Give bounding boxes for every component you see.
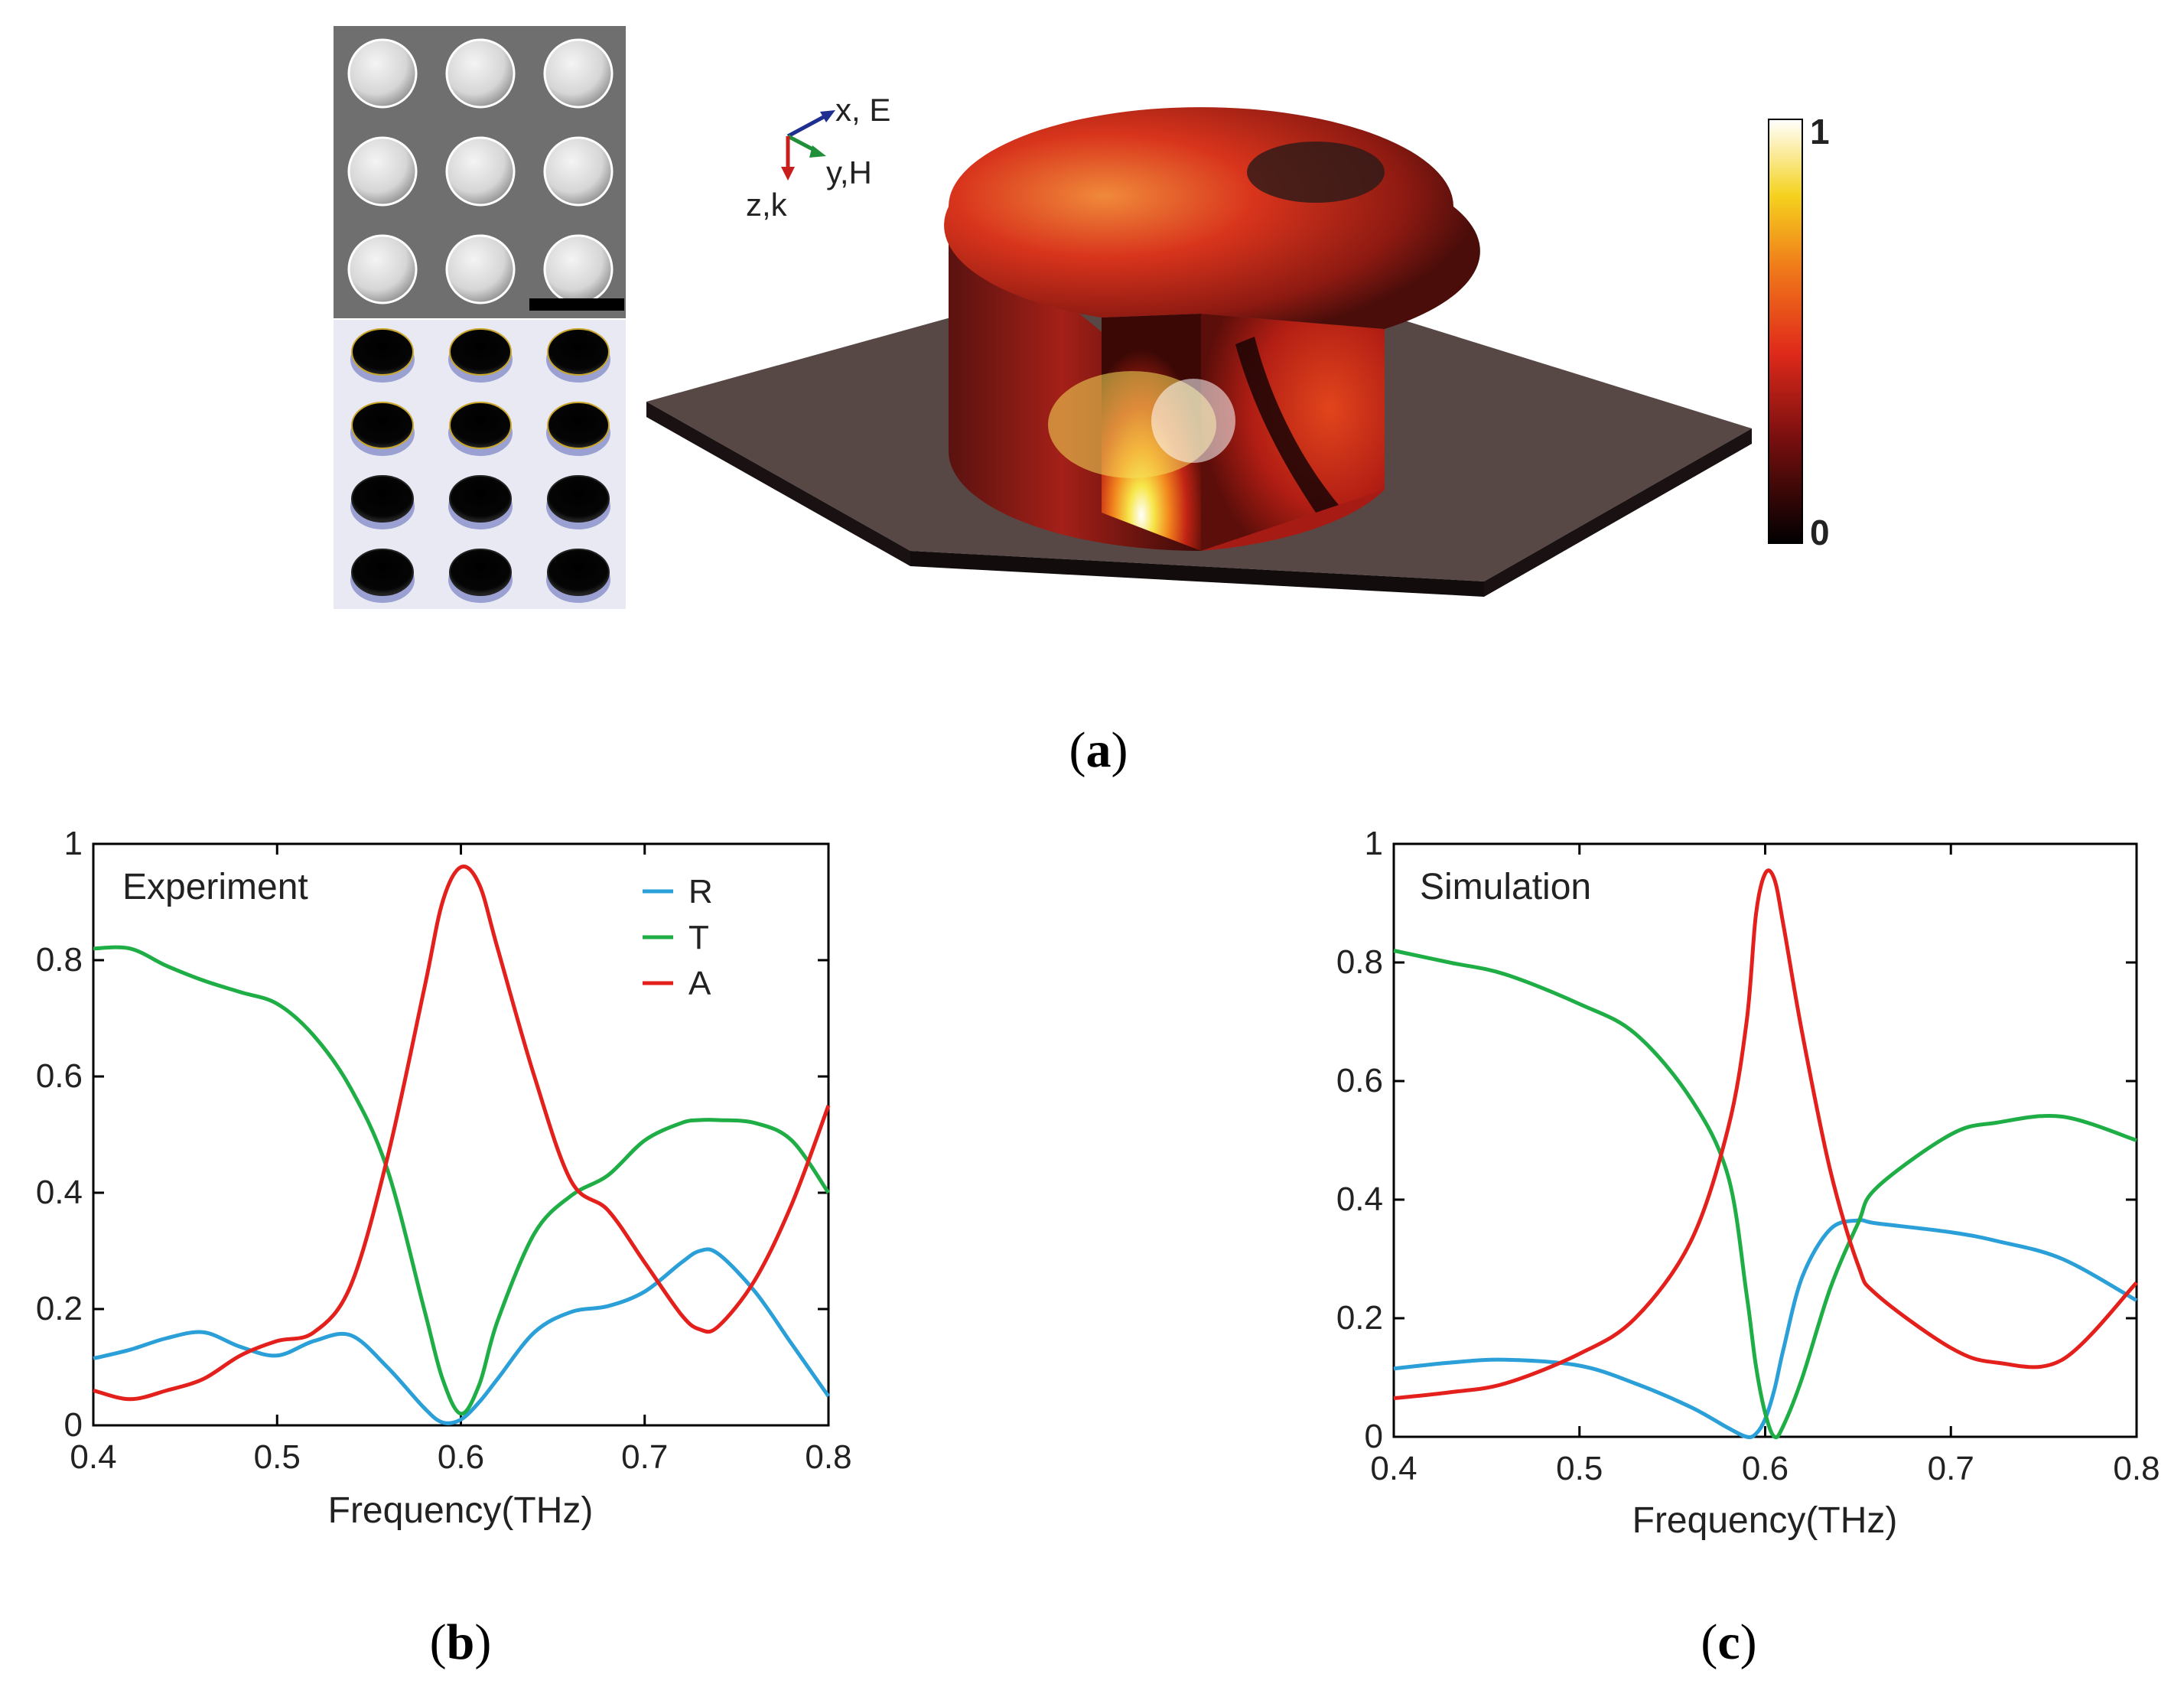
colorbar-max-label: 1 [1810,112,1830,151]
y-tick-label: 0.8 [1336,943,1383,981]
x-tick-label: 0.7 [1928,1450,1974,1487]
x-axis-arrow [786,112,829,138]
chart-title: Simulation [1420,867,1591,907]
plot-frame [1392,842,2138,1438]
sem-disk [543,136,614,207]
substrate-edge-left [646,402,910,566]
optical-hole [351,328,414,376]
legend: R T A [643,873,713,1002]
panel-a: x, E y,H z,k [334,26,1830,778]
chart-simulation: 0.4 0.5 0.6 0.7 0.8 0 0.2 0.4 0.6 0.8 1 Simulation… [1336,825,2160,1670]
y-tick-label: 1 [64,825,83,862]
optical-hole [351,475,414,523]
panel-label-b: (b) [430,1614,492,1670]
series-t-line [1393,949,2137,1440]
x-tick-label: 0.5 [254,1438,301,1476]
x-axis-arrowhead [820,110,835,122]
colorbar-gradient [1768,119,1803,544]
cylinder-field-render [646,107,1752,597]
series-a-line [1393,868,2138,1401]
colorbar: 1 0 [1768,112,1830,552]
sem-disk [445,136,516,207]
panel-label-c-letter: c [1717,1614,1740,1670]
optical-hole [449,549,512,596]
legend-label-r: R [688,873,713,910]
chart-title: Experiment [122,867,308,907]
x-axis-label: x, E [835,92,890,128]
x-axis-label: Frequency(THz) [328,1490,594,1531]
legend-label-a: A [688,965,711,1002]
legend-label-t: T [688,919,709,956]
x-tick-label: 0.5 [1556,1450,1603,1487]
colorbar-min-label: 0 [1810,513,1830,552]
sem-disk [347,136,418,207]
sem-disk [445,234,516,305]
z-axis-label: z,k [746,187,788,223]
x-tick-label: 0.8 [2113,1450,2160,1487]
cut-dark-band [1235,337,1339,513]
chart-experiment: 0.4 0.5 0.6 0.7 0.8 0 0.2 0.4 0.6 0.8 1 Experiment… [36,825,852,1670]
optical-hole [547,328,610,376]
substrate-edge-front [910,551,1484,597]
optical-hole [449,402,512,449]
sem-micrograph [334,26,626,318]
axes-indicator: x, E y,H z,k [746,92,890,223]
y-tick-label: 0 [1365,1418,1383,1455]
sem-disk [543,234,614,305]
top-dark-spot [1247,142,1385,203]
series-a-line [93,865,831,1402]
optical-hole [351,402,414,449]
optical-hole [547,402,610,449]
panel-label-b-letter: b [447,1614,475,1670]
y-tick-label: 0.4 [1336,1181,1383,1218]
substrate-edge-right [1484,428,1752,597]
sem-disk [347,234,418,305]
x-axis-label: Frequency(THz) [1632,1500,1898,1541]
y-tick-label: 1 [1365,825,1383,862]
optical-hole [547,475,610,523]
optical-micrograph [334,320,626,609]
y-tick-label: 0.6 [1336,1062,1383,1099]
x-tick-label: 0.7 [621,1438,668,1476]
sem-disk [445,38,516,109]
optical-hole [547,549,610,596]
optical-hole [351,549,414,596]
series-r-line [1393,1218,2138,1439]
panel-label-a-letter: a [1086,722,1112,778]
x-tick-label: 0.4 [1370,1450,1417,1487]
x-tick-label: 0.4 [70,1438,116,1476]
y-axis-label: y,H [826,155,872,191]
y-tick-label: 0.8 [36,941,83,979]
sem-disk [347,38,418,109]
sem-disk [543,38,614,109]
y-tick-label: 0.6 [36,1057,83,1095]
y-tick-label: 0.4 [36,1174,83,1211]
y-tick-label: 0 [64,1406,83,1444]
scale-bar [529,298,624,311]
series-t-line [93,945,831,1416]
cylinder-top [944,107,1480,329]
optical-hole [449,328,512,376]
y-tick-label: 0.2 [1336,1299,1383,1337]
optical-hole [449,475,512,523]
y-axis-arrowhead [809,145,826,158]
plot-frame [92,842,830,1427]
panel-label-c: (c) [1701,1614,1756,1670]
x-tick-label: 0.6 [1742,1450,1789,1487]
x-tick-label: 0.8 [805,1438,851,1476]
z-axis-arrowhead [781,167,795,181]
x-tick-label: 0.6 [438,1438,484,1476]
series-r-line [93,1247,831,1425]
y-tick-label: 0.2 [36,1290,83,1327]
panel-label-a: (a) [1069,722,1128,778]
